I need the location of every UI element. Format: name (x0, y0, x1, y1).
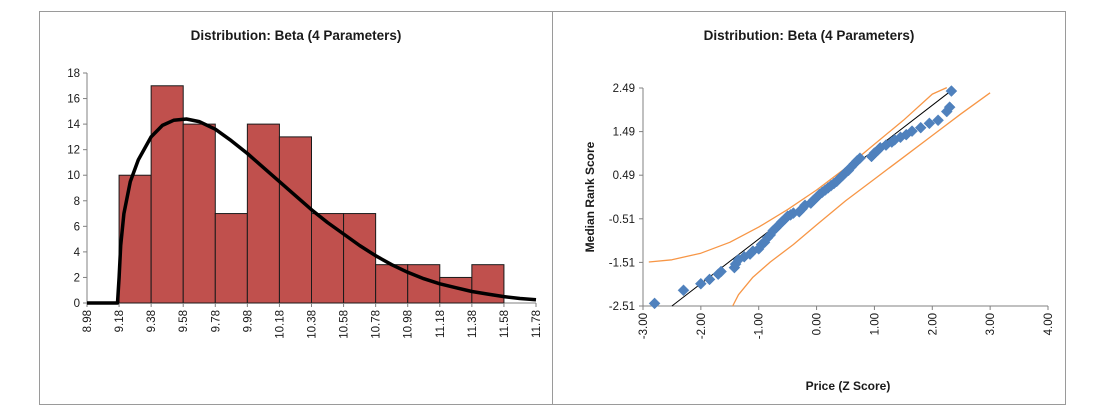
histogram-bar (182, 123, 216, 304)
y-tick-label: 1.49 (613, 127, 635, 139)
y-tick-label: 0 (74, 298, 80, 310)
x-tick-label: 10.18 (274, 310, 286, 339)
data-point (914, 121, 927, 134)
data-point (677, 284, 690, 297)
x-tick-label: 11.78 (531, 310, 543, 338)
data-point (923, 117, 936, 130)
y-tick-label: 8 (74, 196, 80, 208)
fitted-beta-curve (87, 117, 537, 305)
probability-plot: Distribution: Beta (4 Parameters) Price … (583, 28, 1055, 393)
probability-plot-title: Distribution: Beta (4 Parameters) (704, 28, 915, 43)
x-tick-label: -2.00 (696, 313, 708, 339)
histogram-bar (246, 123, 280, 304)
x-tick-label: 4.00 (1043, 313, 1055, 335)
data-point (943, 101, 956, 114)
x-tick-label: 9.98 (242, 310, 254, 332)
x-tick-label: 11.18 (435, 310, 447, 338)
x-tick-label: 10.38 (307, 310, 319, 339)
x-tick-label: 10.58 (339, 310, 351, 339)
data-point (648, 297, 661, 310)
probability-plot-panel: Distribution: Beta (4 Parameters) Price … (552, 11, 1066, 405)
y-tick-label: 2.49 (613, 83, 635, 95)
y-tick-label: 6 (74, 221, 80, 233)
histogram-bar (311, 213, 345, 304)
x-tick-label: 3.00 (985, 313, 997, 335)
y-tick-label: 4 (74, 247, 81, 259)
histogram-chart: Distribution: Beta (4 Parameters) 0 2 4 6 8 1… (67, 28, 543, 339)
x-tick-label: 9.58 (178, 310, 190, 332)
lower-confidence-band (732, 92, 991, 307)
x-tick-label: 1.00 (869, 313, 881, 335)
data-point (932, 114, 944, 127)
histogram-chart-panel: Distribution: Beta (4 Parameters) 0 2 4 6 8 1… (39, 11, 553, 405)
y-tick-label: 10 (67, 170, 80, 182)
y-tick-label: -2.51 (609, 301, 635, 313)
x-tick-label: -1.00 (754, 313, 766, 339)
y-tick-label: 16 (67, 94, 80, 106)
histogram-bar (343, 213, 377, 304)
x-tick-label: 0.00 (812, 313, 824, 335)
x-tick-label: 9.38 (146, 310, 158, 332)
y-tick-label: 0.49 (613, 170, 635, 182)
upper-confidence-band (648, 87, 948, 263)
data-point (945, 85, 958, 97)
histogram-bar (471, 264, 505, 304)
y-tick-label: 2 (74, 272, 80, 284)
histogram-bar (278, 136, 313, 304)
x-tick-label: 10.78 (371, 310, 383, 339)
y-tick-label: 14 (67, 119, 80, 131)
data-point (695, 277, 707, 290)
x-tick-label: 10.98 (403, 310, 415, 339)
x-tick-label: 9.18 (114, 310, 126, 332)
histogram-bar (214, 213, 248, 304)
x-tick-label: -3.00 (638, 313, 650, 339)
histogram-bar (118, 174, 152, 304)
data-point (715, 265, 727, 278)
x-tick-label: 9.78 (210, 310, 222, 332)
y-axis-label: Median Rank Score (583, 141, 597, 252)
data-point (703, 273, 716, 286)
y-tick-label: -1.51 (609, 257, 635, 269)
histogram-chart-title: Distribution: Beta (4 Parameters) (191, 28, 402, 43)
x-tick-label: 2.00 (927, 313, 939, 335)
x-tick-label: 11.38 (467, 310, 479, 338)
data-point (906, 125, 918, 138)
y-tick-label: 18 (67, 68, 80, 80)
data-point (854, 152, 866, 165)
x-axis-label: Price (Z Score) (806, 379, 891, 393)
y-tick-label: -0.51 (609, 214, 635, 226)
y-tick-label: 12 (67, 145, 80, 157)
x-tick-label: 11.58 (499, 310, 511, 338)
x-tick-label: 8.98 (82, 310, 94, 332)
